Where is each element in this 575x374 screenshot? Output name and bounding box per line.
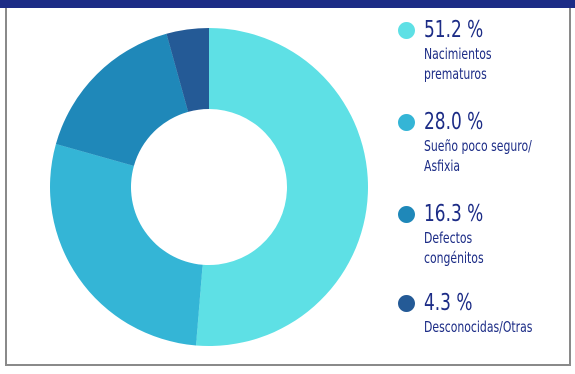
- legend-swatch: [398, 22, 415, 39]
- legend-percentage: 16.3 %: [424, 201, 484, 227]
- donut-slice-1: [196, 27, 369, 347]
- legend-label: Nacimientos prematuros: [424, 45, 492, 83]
- legend-percentage: 51.2 %: [424, 17, 484, 43]
- legend-label: Defectos congénitos: [424, 229, 484, 267]
- legend-percentage: 4.3 %: [424, 290, 473, 316]
- header-accent-bar: [0, 0, 575, 8]
- legend-swatch: [398, 114, 415, 131]
- donut-slice-3: [55, 33, 189, 166]
- chart-frame: [5, 8, 571, 366]
- legend-label: Sueño poco seguro/Asfixia: [424, 137, 532, 175]
- donut-chart: [50, 27, 369, 347]
- legend-swatch: [398, 206, 415, 223]
- legend-percentage: 28.0 %: [424, 109, 484, 135]
- donut-slice-2: [50, 143, 203, 346]
- donut-slice-4: [166, 28, 209, 112]
- legend-label: Desconocidas/Otras: [424, 318, 533, 336]
- legend-swatch: [398, 295, 415, 312]
